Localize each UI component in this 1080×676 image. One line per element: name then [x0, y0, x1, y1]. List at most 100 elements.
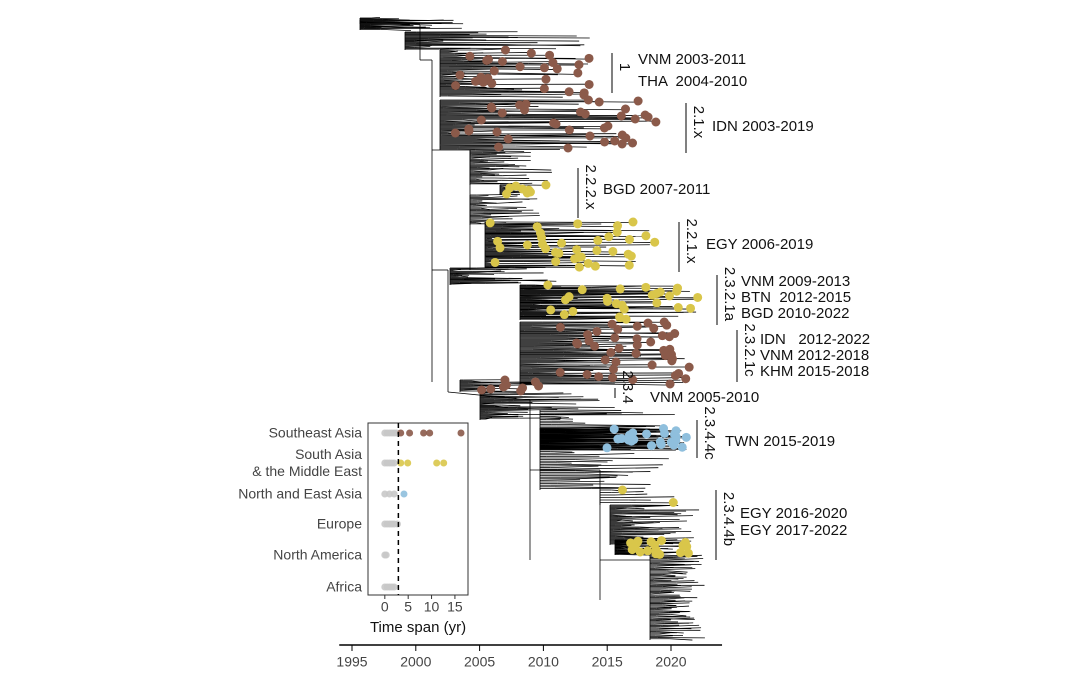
- branch: [452, 282, 472, 285]
- clade-label: KHM 2015-2018: [760, 363, 869, 380]
- tip-dot: [657, 536, 667, 546]
- branch: [670, 614, 687, 617]
- tip-dot: [583, 258, 593, 268]
- tip-dot: [584, 53, 594, 63]
- inset-x-tick-label: 0: [381, 599, 389, 615]
- tip-dot: [693, 292, 703, 302]
- tip-dot: [582, 370, 592, 379]
- branch: [522, 365, 607, 368]
- branch: [494, 113, 586, 116]
- tip-dot: [564, 125, 574, 135]
- tip-dot: [642, 429, 652, 439]
- branch: [490, 207, 518, 210]
- tip-dot: [613, 434, 623, 444]
- clade-label: IDN 2003-2019: [712, 118, 814, 135]
- branch: [623, 521, 654, 524]
- tip-dot: [613, 324, 623, 334]
- tip-dot: [616, 111, 626, 121]
- branch: [626, 511, 675, 514]
- branch: [660, 561, 694, 563]
- tip-dot: [486, 384, 496, 394]
- tip-dot: [554, 248, 564, 258]
- tip-dot: [548, 58, 558, 68]
- tip-dot: [630, 114, 640, 124]
- tip-dot: [662, 320, 672, 330]
- branch: [376, 26, 426, 29]
- tip-dot: [464, 126, 474, 136]
- branch: [485, 417, 493, 420]
- tip-dot: [450, 128, 460, 138]
- branch: [544, 464, 663, 467]
- tip-dot: [647, 360, 657, 370]
- branch: [456, 275, 463, 277]
- branch: [611, 530, 659, 533]
- branch: [613, 528, 682, 531]
- branch: [624, 507, 645, 510]
- branch: [475, 120, 656, 123]
- branch: [380, 28, 411, 32]
- tip-dot: [559, 310, 569, 320]
- branch: [502, 223, 602, 226]
- tip-dot: [572, 245, 582, 255]
- branch: [448, 110, 581, 113]
- branch: [549, 347, 620, 350]
- branch: [498, 168, 552, 171]
- tip-dot: [580, 109, 590, 119]
- tip-dot: [676, 548, 686, 558]
- branch: [399, 23, 432, 26]
- clade-label: EGY 2017-2022: [740, 522, 847, 539]
- branch: [449, 50, 458, 53]
- branch: [676, 581, 699, 584]
- branch: [450, 267, 546, 270]
- tip-dot: [584, 336, 594, 346]
- inset-frame: [367, 422, 469, 596]
- tip-dot: [584, 79, 594, 89]
- x-tick-label: 2010: [528, 654, 559, 670]
- branch: [364, 24, 410, 26]
- inset-dot: [390, 490, 398, 498]
- branch: [486, 44, 585, 46]
- tip-dot: [594, 97, 604, 107]
- tip-dot: [599, 123, 609, 133]
- tip-dot: [628, 138, 638, 148]
- tip-dot: [649, 323, 659, 333]
- branch: [477, 167, 490, 169]
- tip-dot: [632, 334, 642, 344]
- branch: [660, 635, 673, 637]
- branch: [495, 164, 527, 167]
- inset-x-tick-label: 15: [447, 599, 463, 615]
- tip-dot: [651, 117, 661, 127]
- branch: [531, 367, 612, 370]
- branch: [620, 519, 633, 522]
- branch: [543, 440, 658, 443]
- tip-dots: [450, 45, 703, 559]
- clade-label: VNM 2003-2011: [638, 51, 746, 68]
- tip-dot: [451, 81, 461, 91]
- tip-dot: [617, 139, 627, 149]
- branch: [659, 591, 672, 594]
- branch: [547, 406, 615, 408]
- branch: [570, 464, 602, 466]
- branch: [615, 493, 648, 496]
- tip-dot: [574, 60, 584, 70]
- tip-dot: [563, 143, 573, 153]
- branch: [416, 39, 580, 42]
- clade-name: 2.3.2.1a: [721, 267, 738, 322]
- branch: [495, 165, 520, 168]
- branch: [660, 575, 676, 577]
- branch: [656, 564, 692, 567]
- branch: [468, 381, 529, 384]
- clade-name: 2.3.2.1c: [741, 323, 758, 377]
- tip-dot: [551, 257, 561, 267]
- branch: [550, 465, 599, 468]
- branch: [557, 483, 651, 485]
- region-label: South Asia & the Middle East: [252, 446, 362, 479]
- branch: [615, 507, 627, 510]
- branch: [673, 555, 698, 558]
- tip-dot: [660, 429, 670, 438]
- inset-dot: [440, 459, 448, 467]
- branch: [656, 631, 684, 634]
- branch: [518, 135, 614, 138]
- branch: [479, 172, 500, 175]
